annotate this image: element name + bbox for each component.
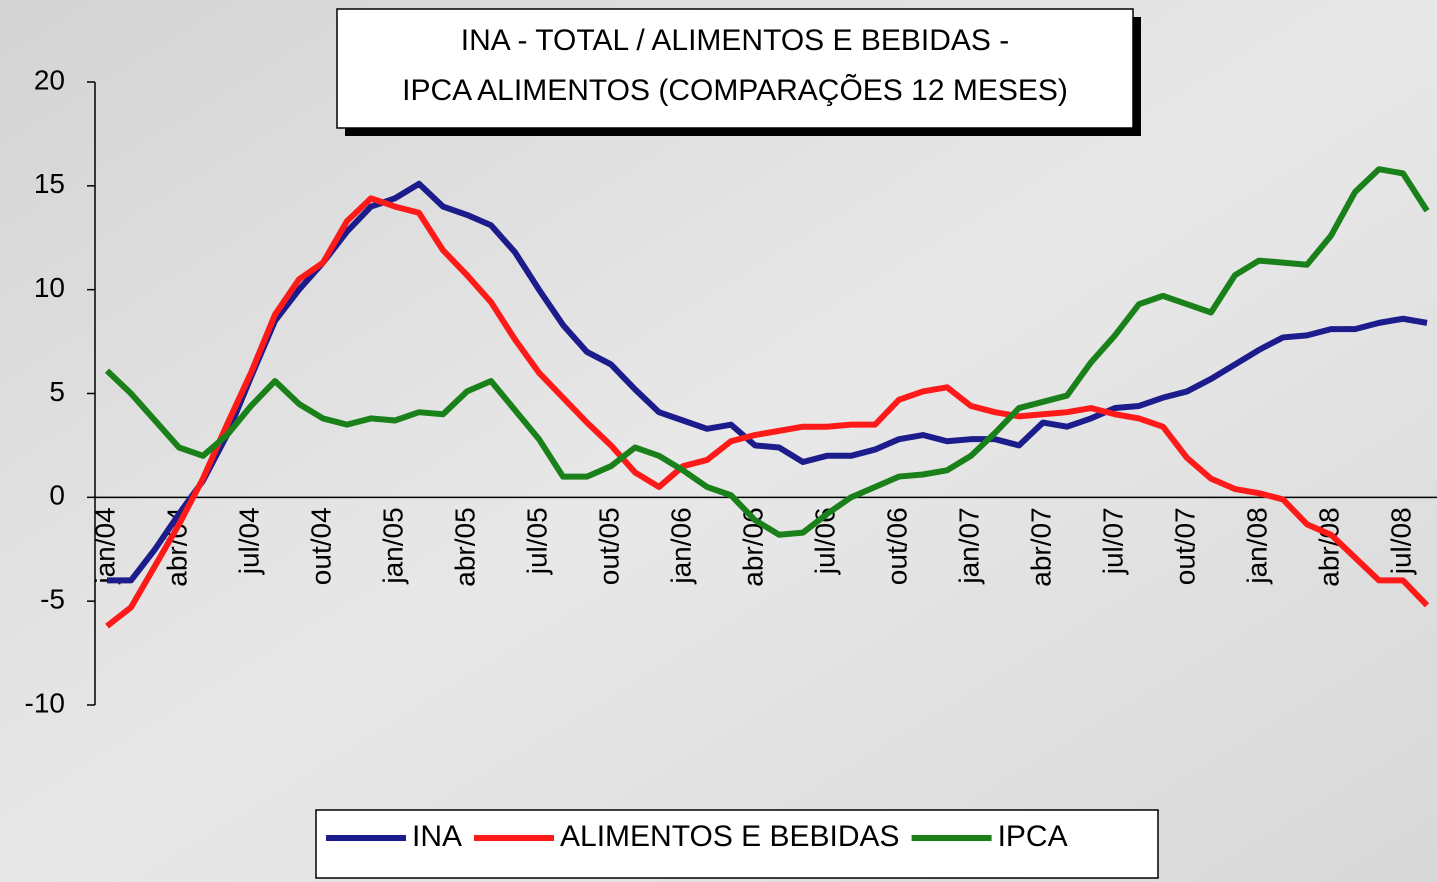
y-tick-label: -5	[40, 584, 65, 615]
y-tick-label: -10	[25, 687, 65, 718]
x-tick-label: out/06	[881, 507, 912, 585]
x-tick-label: jul/05	[521, 507, 552, 575]
legend-label: INA	[412, 820, 462, 853]
x-tick-label: abr/05	[449, 507, 480, 586]
x-tick-label: out/05	[593, 507, 624, 585]
x-tick-label: jul/08	[1385, 507, 1416, 575]
y-tick-label: 15	[34, 168, 65, 199]
legend: INA ALIMENTOS E BEBIDAS IPCA	[326, 820, 1068, 853]
x-tick-label: jan/04	[89, 507, 120, 584]
x-tick-label: jul/07	[1097, 507, 1128, 575]
series-line	[105, 195, 1430, 629]
x-tick-label: jul/04	[233, 507, 264, 575]
x-tick-label: out/04	[305, 507, 336, 585]
series-line	[104, 166, 1430, 538]
chart-title: INA - TOTAL / ALIMENTOS E BEBIDAS -	[461, 24, 1010, 57]
x-tick-label: out/07	[1169, 507, 1200, 585]
y-tick-label: 10	[34, 272, 65, 303]
y-tick-label: 0	[49, 480, 65, 511]
x-tick-label: jan/06	[665, 507, 696, 584]
x-tick-label: jan/05	[377, 507, 408, 584]
x-tick-label: jan/07	[953, 507, 984, 584]
title-box	[336, 8, 1134, 129]
y-tick-label: 20	[34, 64, 65, 95]
chart-title: IPCA ALIMENTOS (COMPARAÇÕES 12 MESES)	[402, 73, 1068, 107]
legend-box	[315, 809, 1159, 879]
x-tick-label: jan/08	[1241, 507, 1272, 584]
x-tick-label: abr/07	[1025, 507, 1056, 586]
y-tick-label: 5	[49, 376, 65, 407]
legend-label: ALIMENTOS E BEBIDAS	[560, 820, 900, 853]
x-tick-label: abr/08	[1313, 507, 1344, 586]
legend-label: IPCA	[998, 820, 1068, 853]
